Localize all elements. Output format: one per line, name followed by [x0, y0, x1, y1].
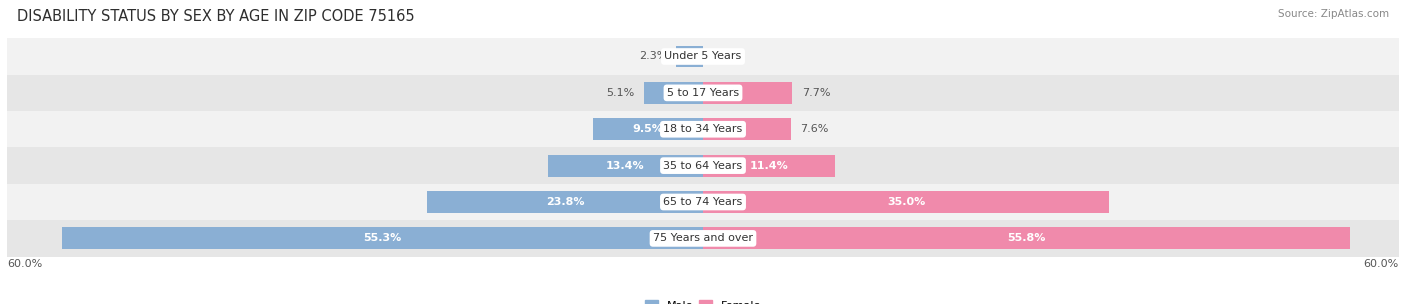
Bar [547, 155, 703, 177]
Bar [676, 46, 703, 67]
Bar [62, 227, 703, 249]
Bar [703, 155, 835, 177]
Text: 2.3%: 2.3% [638, 51, 666, 61]
Text: 65 to 74 Years: 65 to 74 Years [664, 197, 742, 207]
Bar [593, 118, 703, 140]
Text: 75 Years and over: 75 Years and over [652, 233, 754, 244]
Bar [7, 111, 1399, 147]
Bar [644, 82, 703, 104]
Text: Source: ZipAtlas.com: Source: ZipAtlas.com [1278, 9, 1389, 19]
Text: 5 to 17 Years: 5 to 17 Years [666, 88, 740, 98]
Bar [7, 220, 1399, 257]
Text: 7.7%: 7.7% [801, 88, 830, 98]
Text: DISABILITY STATUS BY SEX BY AGE IN ZIP CODE 75165: DISABILITY STATUS BY SEX BY AGE IN ZIP C… [17, 9, 415, 24]
Text: 0.0%: 0.0% [713, 51, 741, 61]
Text: 35.0%: 35.0% [887, 197, 925, 207]
Text: 35 to 64 Years: 35 to 64 Years [664, 161, 742, 171]
Text: 23.8%: 23.8% [546, 197, 585, 207]
Text: 11.4%: 11.4% [749, 161, 789, 171]
Text: 13.4%: 13.4% [606, 161, 644, 171]
Bar [703, 191, 1109, 213]
Text: 18 to 34 Years: 18 to 34 Years [664, 124, 742, 134]
Bar [7, 184, 1399, 220]
Bar [427, 191, 703, 213]
Text: 7.6%: 7.6% [800, 124, 828, 134]
Text: Under 5 Years: Under 5 Years [665, 51, 741, 61]
Bar [703, 82, 793, 104]
Bar [703, 118, 792, 140]
Text: 55.3%: 55.3% [363, 233, 401, 244]
Legend: Male, Female: Male, Female [640, 296, 766, 304]
Text: 60.0%: 60.0% [1364, 260, 1399, 269]
Bar [7, 75, 1399, 111]
Text: 5.1%: 5.1% [606, 88, 634, 98]
Text: 9.5%: 9.5% [633, 124, 664, 134]
Bar [7, 38, 1399, 75]
Text: 60.0%: 60.0% [7, 260, 42, 269]
Bar [7, 147, 1399, 184]
Text: 55.8%: 55.8% [1008, 233, 1046, 244]
Bar [703, 227, 1350, 249]
